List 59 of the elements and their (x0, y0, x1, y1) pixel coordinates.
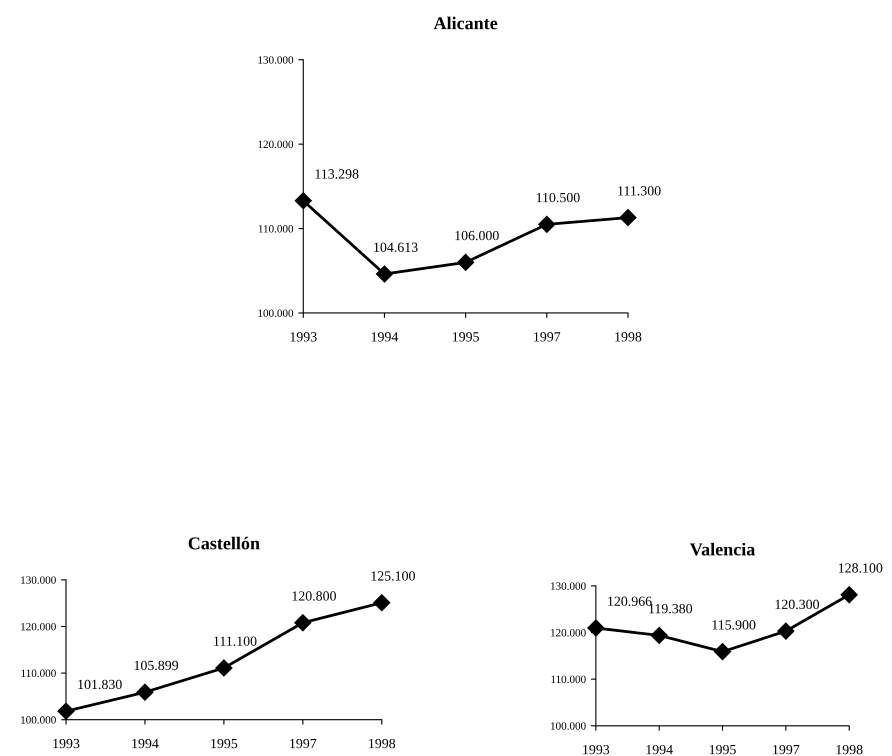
point (619, 209, 637, 226)
y-tick-label: 120.000 (258, 140, 294, 148)
y-tick-label: 120.000 (21, 622, 56, 630)
data-label: 115.900 (712, 620, 756, 630)
x-tick-label: 1998 (836, 744, 863, 754)
chart-title: Castellón (188, 536, 260, 550)
data-label: 105.899 (134, 660, 178, 670)
x-tick-label: 1993 (583, 744, 610, 754)
y-tick-label: 120.000 (551, 628, 586, 637)
x-tick-label: 1997 (290, 738, 316, 748)
point (136, 684, 154, 701)
point (373, 594, 390, 612)
x-tick-label: 1994 (132, 738, 159, 748)
x-tick-label: 1995 (452, 332, 479, 342)
data-label: 111.100 (214, 636, 257, 646)
x-tick-label: 1997 (534, 332, 560, 342)
point (714, 643, 732, 660)
y-tick-label: 100.000 (258, 309, 294, 317)
x-tick-label: 1995 (710, 744, 736, 754)
x-tick-label: 1995 (211, 738, 238, 748)
y-tick-label: 110.000 (258, 225, 294, 233)
x-tick-label: 1998 (369, 738, 396, 748)
x-tick-label: 1993 (290, 332, 317, 342)
x-tick-label: 1994 (646, 744, 673, 754)
y-tick-label: 110.000 (551, 676, 586, 684)
point (215, 659, 232, 677)
point (376, 265, 394, 283)
data-label: 101.830 (78, 680, 122, 690)
y-tick-label: 100.000 (551, 722, 586, 730)
data-label: 125.100 (372, 571, 415, 581)
point (57, 702, 75, 720)
point (777, 622, 794, 640)
point (538, 216, 556, 233)
data-label: 110.500 (536, 192, 580, 202)
y-tick-label: 130.000 (258, 56, 294, 64)
x-tick-label: 1998 (615, 332, 642, 342)
point (840, 586, 858, 604)
data-label: 120.800 (292, 591, 336, 601)
data-label: 120.300 (776, 600, 820, 610)
x-tick-label: 1993 (53, 738, 80, 748)
y-tick-label: 130.000 (21, 576, 56, 584)
point (294, 614, 312, 632)
point (650, 626, 668, 644)
chart-title: Valencia (690, 542, 756, 556)
point (457, 254, 474, 271)
point (587, 619, 604, 637)
data-label: 119.380 (649, 604, 692, 614)
data-label: 120.966 (608, 596, 652, 606)
data-label: 104.613 (374, 242, 418, 252)
y-tick-label: 110.000 (22, 670, 56, 678)
data-label: 113.298 (316, 169, 358, 179)
y-tick-label: 130.000 (551, 582, 586, 590)
chart-title: Alicante (434, 16, 498, 30)
data-label: 111.300 (618, 186, 661, 196)
data-label: 128.100 (838, 563, 882, 573)
x-tick-label: 1997 (773, 744, 800, 754)
data-label: 106.000 (455, 230, 499, 240)
x-tick-label: 1994 (372, 332, 398, 342)
y-tick-label: 100.000 (21, 716, 56, 724)
